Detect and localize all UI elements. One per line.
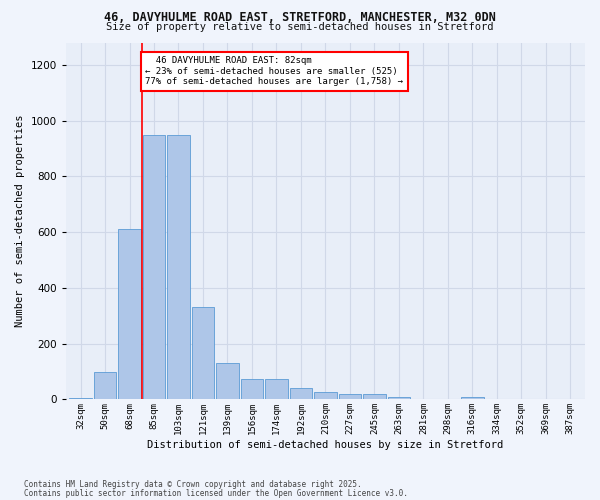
Bar: [265, 378, 288, 400]
Bar: [461, 396, 484, 400]
Text: Contains HM Land Registry data © Crown copyright and database right 2025.: Contains HM Land Registry data © Crown c…: [24, 480, 362, 489]
Bar: [216, 363, 239, 400]
Bar: [241, 378, 263, 400]
Text: 46 DAVYHULME ROAD EAST: 82sqm
← 23% of semi-detached houses are smaller (525)
77: 46 DAVYHULME ROAD EAST: 82sqm ← 23% of s…: [145, 56, 403, 86]
Text: Size of property relative to semi-detached houses in Stretford: Size of property relative to semi-detach…: [106, 22, 494, 32]
Bar: [388, 396, 410, 400]
Y-axis label: Number of semi-detached properties: Number of semi-detached properties: [15, 114, 25, 327]
Bar: [338, 394, 361, 400]
Bar: [118, 230, 141, 400]
Bar: [290, 388, 312, 400]
Bar: [94, 372, 116, 400]
Bar: [167, 134, 190, 400]
Bar: [314, 392, 337, 400]
X-axis label: Distribution of semi-detached houses by size in Stretford: Distribution of semi-detached houses by …: [147, 440, 503, 450]
Bar: [192, 308, 214, 400]
Bar: [363, 394, 386, 400]
Text: Contains public sector information licensed under the Open Government Licence v3: Contains public sector information licen…: [24, 488, 408, 498]
Bar: [143, 134, 165, 400]
Text: 46, DAVYHULME ROAD EAST, STRETFORD, MANCHESTER, M32 0DN: 46, DAVYHULME ROAD EAST, STRETFORD, MANC…: [104, 11, 496, 24]
Bar: [69, 398, 92, 400]
